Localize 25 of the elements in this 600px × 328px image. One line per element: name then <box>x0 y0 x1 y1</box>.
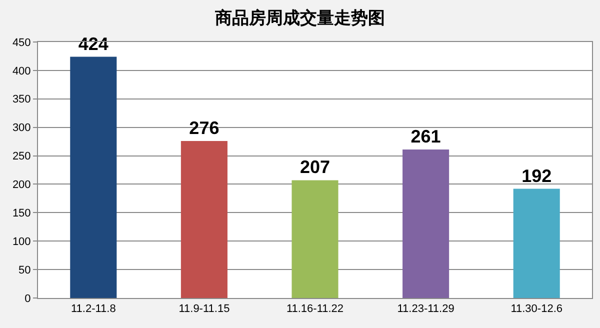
bar <box>292 180 338 298</box>
y-tick-label: 0 <box>24 292 31 305</box>
x-tick-label: 11.9-11.15 <box>178 303 230 316</box>
x-tick-label: 11.30-12.6 <box>510 303 562 316</box>
y-tick-label: 400 <box>12 65 31 78</box>
x-tick-label: 11.16-11.22 <box>286 303 344 316</box>
y-tick-label: 200 <box>12 179 31 192</box>
data-label: 276 <box>189 118 220 138</box>
y-tick-label: 250 <box>12 150 31 163</box>
bar <box>180 140 228 298</box>
y-tick-label: 350 <box>12 94 31 106</box>
y-tick-label: 100 <box>12 236 31 248</box>
bar <box>70 56 117 298</box>
y-tick-label: 50 <box>18 264 31 276</box>
x-tick-label: 11.23-11.29 <box>397 303 454 316</box>
y-tick-label: 150 <box>12 208 31 220</box>
data-label: 261 <box>410 126 441 147</box>
data-label: 207 <box>300 157 330 178</box>
chart-title: 商品房周成交量走势图 <box>214 8 385 28</box>
y-tick-label: 300 <box>12 122 31 134</box>
bar <box>513 188 560 298</box>
data-label: 192 <box>522 166 552 186</box>
y-tick-label: 450 <box>12 36 31 49</box>
bar <box>402 150 450 298</box>
x-tick-label: 11.2-11.8 <box>70 303 116 316</box>
